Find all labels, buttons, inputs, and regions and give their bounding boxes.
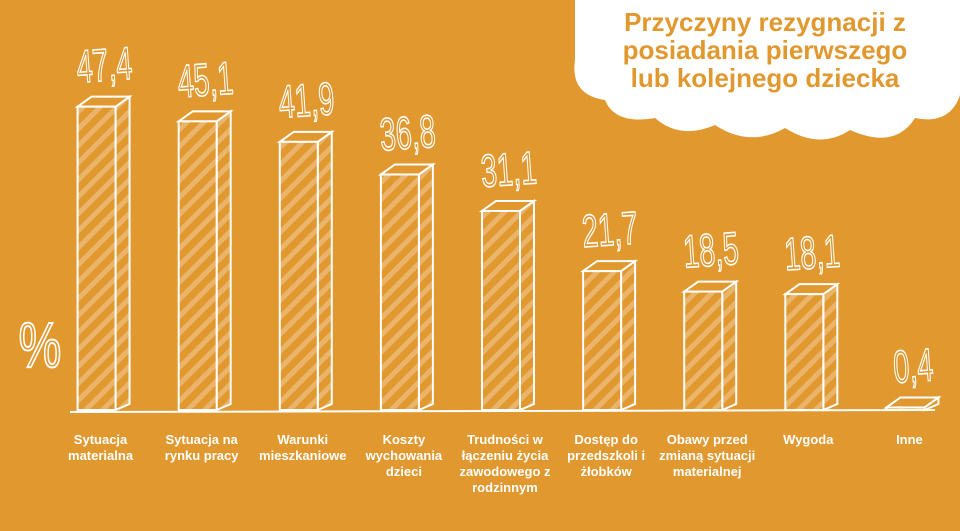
value-label: 18,5	[682, 223, 741, 278]
x-tick-label: Inne	[896, 432, 923, 447]
bar	[76, 105, 117, 411]
y-axis-label: %	[19, 309, 62, 380]
x-tick-label: Koszty wychowania dzieci	[365, 432, 443, 479]
value-label: 31,1	[479, 142, 538, 197]
bar	[177, 120, 218, 412]
bar-side	[822, 282, 839, 412]
bar	[582, 270, 623, 411]
bar-side	[417, 162, 434, 412]
value-label: 21,7	[580, 203, 639, 258]
x-tick-label: Obawy przed zmianą sytuacji materialnej	[659, 432, 756, 479]
value-label: 47,4	[75, 38, 134, 93]
value-label: 45,1	[176, 53, 235, 108]
x-tick-label: Dostęp do przedszkoli i żłobków	[567, 432, 646, 479]
value-label: 41,9	[277, 73, 336, 128]
bar-side	[215, 109, 232, 412]
bar	[683, 290, 724, 412]
bar-side	[114, 94, 131, 412]
bar	[784, 293, 825, 411]
bar	[885, 406, 926, 412]
bar	[278, 140, 319, 411]
chart-title: Przyczyny rezygnacji z posiadania pierws…	[622, 7, 908, 93]
value-label: 36,8	[378, 106, 437, 161]
x-tick-label: Trudności w łączeniu życia zawodowego z …	[459, 432, 551, 495]
x-tick-label: Sytuacja materialna	[68, 432, 134, 463]
x-tick-label: Wygoda	[783, 432, 834, 447]
cloud	[574, 0, 960, 140]
bar	[379, 173, 420, 411]
bar-side	[721, 279, 738, 412]
bar-side	[316, 129, 333, 412]
bar-side	[620, 259, 637, 412]
x-tick-label: Warunki mieszkaniowe	[259, 432, 347, 463]
value-label: 18,1	[783, 226, 842, 281]
x-tick-label: Sytuacja na rynku pracy	[164, 432, 239, 463]
bar-side	[519, 199, 535, 412]
value-label: 0,4	[892, 339, 935, 393]
bar	[481, 209, 521, 411]
